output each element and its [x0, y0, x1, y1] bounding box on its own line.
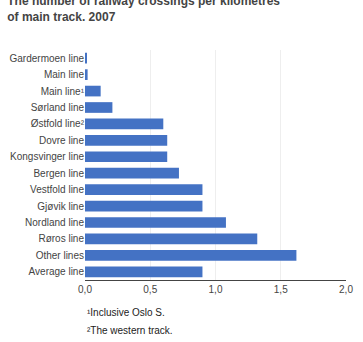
- svg-text:The number of railway crossing: The number of railway crossings per kilo…: [7, 0, 280, 24]
- svg-text:Nordland line: Nordland line: [25, 217, 84, 228]
- svg-text:Main line¹: Main line¹: [41, 86, 85, 97]
- svg-text:Average line: Average line: [29, 266, 85, 277]
- svg-text:¹Inclusive Oslo S.: ¹Inclusive Oslo S.: [87, 307, 165, 318]
- svg-text:Kongsvinger line: Kongsvinger line: [10, 151, 84, 162]
- svg-text:Røros line: Røros line: [38, 233, 84, 244]
- svg-text:Other lines: Other lines: [36, 250, 84, 261]
- svg-text:Østfold line²: Østfold line²: [31, 118, 85, 129]
- svg-text:Gjøvik line: Gjøvik line: [37, 201, 84, 212]
- svg-text:²The western track.: ²The western track.: [87, 325, 173, 336]
- svg-text:2,0: 2,0: [339, 284, 353, 295]
- svg-text:0,0: 0,0: [78, 284, 92, 295]
- svg-text:Gardermoen line: Gardermoen line: [10, 53, 85, 64]
- svg-text:Main line: Main line: [44, 69, 84, 80]
- svg-text:Sørland line: Sørland line: [31, 102, 85, 113]
- svg-text:Dovre line: Dovre line: [39, 135, 84, 146]
- svg-text:0,5: 0,5: [143, 284, 157, 295]
- svg-text:Bergen line: Bergen line: [33, 168, 84, 179]
- svg-text:1,0: 1,0: [209, 284, 223, 295]
- svg-text:Vestfold line: Vestfold line: [30, 184, 84, 195]
- svg-text:1,5: 1,5: [274, 284, 288, 295]
